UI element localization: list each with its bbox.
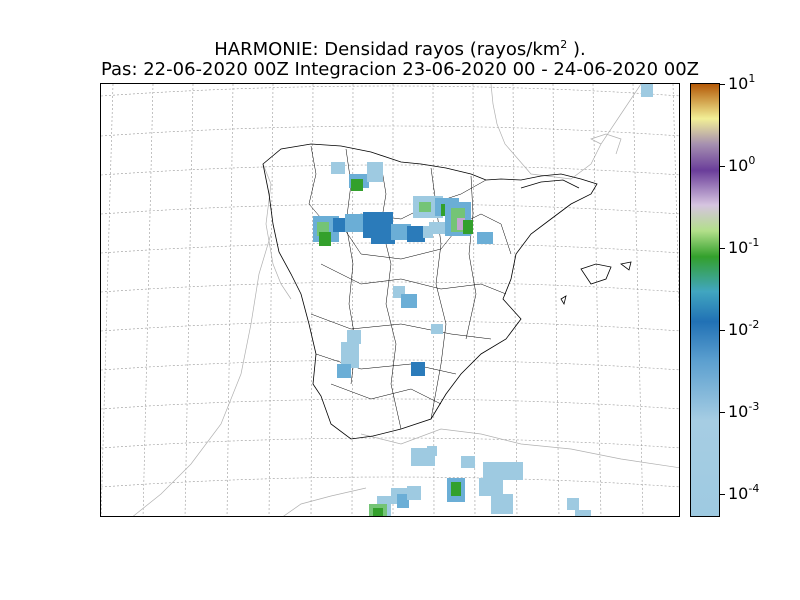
colorbar-tick (720, 248, 725, 249)
colorbar-tick (720, 412, 725, 413)
colorbar-label: 10-4 (728, 482, 760, 503)
iberia-outline (262, 143, 632, 440)
lightning-cells (313, 84, 653, 516)
colorbar-tick (720, 494, 725, 495)
graticule (101, 84, 679, 516)
colorbar (690, 83, 720, 517)
region-borders (308, 145, 512, 430)
colorbar-label: 100 (728, 154, 756, 175)
colorbar-label: 101 (728, 72, 756, 93)
colorbar-tick (720, 84, 725, 85)
map-subtitle: Pas: 22-06-2020 00Z Integracion 23-06-20… (100, 59, 699, 80)
colorbar-tick (720, 166, 725, 167)
map-title: HARMONIE: Densidad rayos (rayos/km2 ). (214, 38, 586, 60)
colorbar-label: 10-3 (728, 400, 760, 421)
coastlines-outer (132, 84, 679, 516)
colorbar-label: 10-2 (728, 318, 760, 339)
colorbar-tick (720, 330, 725, 331)
colorbar-label: 10-1 (728, 236, 760, 257)
lightning-density-map (100, 83, 680, 517)
